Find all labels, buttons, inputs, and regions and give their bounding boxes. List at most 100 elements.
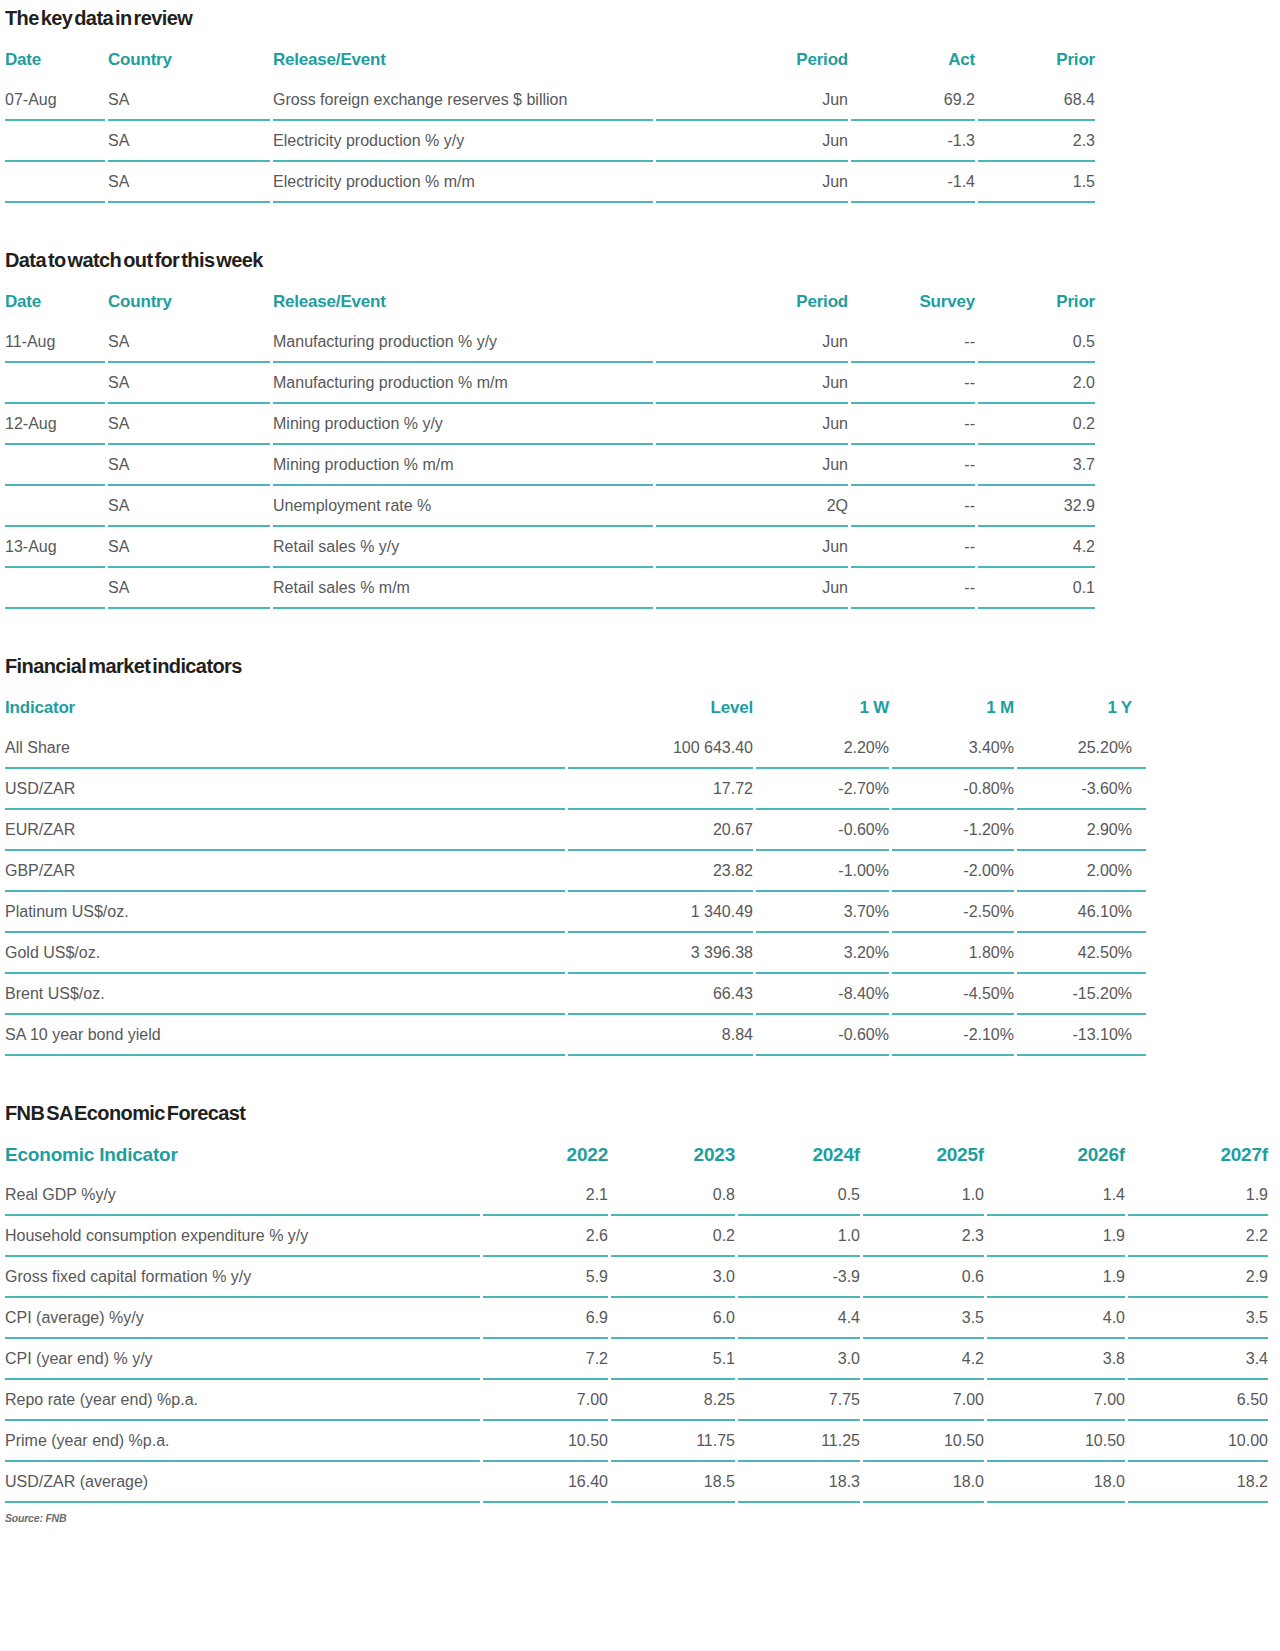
- cell: Mining production % y/y: [273, 404, 653, 445]
- table-row: 11-AugSAManufacturing production % y/yJu…: [5, 322, 1095, 363]
- cell: -13.10%: [1017, 1015, 1146, 1056]
- cell: [5, 486, 105, 527]
- cell: 20.67: [568, 810, 753, 851]
- cell: 2Q: [656, 486, 848, 527]
- column-header: Period: [656, 282, 848, 322]
- key-data-review-table: DateCountryRelease/EventPeriodActPrior 0…: [2, 40, 1098, 203]
- cell: 11.25: [738, 1421, 860, 1462]
- cell: Jun: [656, 80, 848, 121]
- cell: Jun: [656, 527, 848, 568]
- cell: 5.1: [611, 1339, 735, 1380]
- table-header: Economic Indicator202220232024f2025f2026…: [5, 1135, 1268, 1175]
- cell: 10.50: [987, 1421, 1125, 1462]
- column-header: 2025f: [863, 1135, 984, 1175]
- cell: -0.60%: [756, 810, 889, 851]
- cell: Repo rate (year end) %p.a.: [5, 1380, 480, 1421]
- cell: [5, 363, 105, 404]
- column-header: Date: [5, 40, 105, 80]
- cell: 69.2: [851, 80, 975, 121]
- column-header: Economic Indicator: [5, 1135, 480, 1175]
- cell: 42.50%: [1017, 933, 1146, 974]
- table-row: SAElectricity production % m/mJun-1.41.5: [5, 162, 1095, 203]
- column-header: Prior: [978, 40, 1095, 80]
- cell: 2.1: [483, 1175, 608, 1216]
- table-header: IndicatorLevel1 W1 M1 Y: [5, 688, 1146, 728]
- cell: 0.1: [978, 568, 1095, 609]
- cell: -15.20%: [1017, 974, 1146, 1015]
- column-header: 1 M: [892, 688, 1014, 728]
- cell: 4.0: [987, 1298, 1125, 1339]
- cell: Household consumption expenditure % y/y: [5, 1216, 480, 1257]
- cell: 0.6: [863, 1257, 984, 1298]
- cell: -2.50%: [892, 892, 1014, 933]
- table-row: 12-AugSAMining production % y/yJun--0.2: [5, 404, 1095, 445]
- cell: Gold US$/oz.: [5, 933, 565, 974]
- table-row: Real GDP %y/y2.10.80.51.01.41.9: [5, 1175, 1268, 1216]
- section-week-ahead: Data to watch out for this week DateCoun…: [5, 248, 1272, 609]
- column-header: Release/Event: [273, 282, 653, 322]
- table-row: USD/ZAR17.72-2.70%-0.80%-3.60%: [5, 769, 1146, 810]
- cell: USD/ZAR (average): [5, 1462, 480, 1503]
- cell: 0.8: [611, 1175, 735, 1216]
- cell: Platinum US$/oz.: [5, 892, 565, 933]
- cell: 1.9: [987, 1216, 1125, 1257]
- cell: -1.00%: [756, 851, 889, 892]
- cell: 18.0: [863, 1462, 984, 1503]
- cell: 0.2: [611, 1216, 735, 1257]
- cell: Gross foreign exchange reserves $ billio…: [273, 80, 653, 121]
- cell: -2.70%: [756, 769, 889, 810]
- cell: 12-Aug: [5, 404, 105, 445]
- cell: Manufacturing production % y/y: [273, 322, 653, 363]
- column-header: 2023: [611, 1135, 735, 1175]
- cell: 3.5: [863, 1298, 984, 1339]
- cell: 3.8: [987, 1339, 1125, 1380]
- cell: 1.0: [738, 1216, 860, 1257]
- cell: 3.0: [611, 1257, 735, 1298]
- header-row: IndicatorLevel1 W1 M1 Y: [5, 688, 1146, 728]
- source-note: Source: FNB: [5, 1512, 1272, 1524]
- section-title-market-indicators: Financial market indicators: [5, 654, 1272, 678]
- column-header: 2024f: [738, 1135, 860, 1175]
- header-row: Economic Indicator202220232024f2025f2026…: [5, 1135, 1268, 1175]
- cell: 1.9: [987, 1257, 1125, 1298]
- cell: [5, 445, 105, 486]
- column-header: Prior: [978, 282, 1095, 322]
- cell: 18.5: [611, 1462, 735, 1503]
- header-row: DateCountryRelease/EventPeriodSurveyPrio…: [5, 282, 1095, 322]
- column-header: Survey: [851, 282, 975, 322]
- cell: 4.2: [863, 1339, 984, 1380]
- cell: Jun: [656, 568, 848, 609]
- table-row: Prime (year end) %p.a.10.5011.7511.2510.…: [5, 1421, 1268, 1462]
- cell: Retail sales % y/y: [273, 527, 653, 568]
- cell: [5, 162, 105, 203]
- section-title-key-data: The key data in review: [5, 6, 1272, 30]
- cell: 0.2: [978, 404, 1095, 445]
- cell: 07-Aug: [5, 80, 105, 121]
- table-row: EUR/ZAR20.67-0.60%-1.20%2.90%: [5, 810, 1146, 851]
- cell: 4.4: [738, 1298, 860, 1339]
- cell: SA: [108, 404, 270, 445]
- cell: 1.0: [863, 1175, 984, 1216]
- section-economic-forecast: FNB SA Economic Forecast Economic Indica…: [5, 1101, 1272, 1503]
- header-row: DateCountryRelease/EventPeriodActPrior: [5, 40, 1095, 80]
- cell: 46.10%: [1017, 892, 1146, 933]
- cell: SA: [108, 162, 270, 203]
- cell: 17.72: [568, 769, 753, 810]
- cell: -3.9: [738, 1257, 860, 1298]
- column-header: Period: [656, 40, 848, 80]
- table-row: SAUnemployment rate %2Q--32.9: [5, 486, 1095, 527]
- cell: SA: [108, 527, 270, 568]
- cell: --: [851, 568, 975, 609]
- cell: Jun: [656, 121, 848, 162]
- table-row: Repo rate (year end) %p.a.7.008.257.757.…: [5, 1380, 1268, 1421]
- section-key-data-review: The key data in review DateCountryReleas…: [5, 6, 1272, 203]
- cell: 10.00: [1128, 1421, 1268, 1462]
- cell: 2.2: [1128, 1216, 1268, 1257]
- cell: -1.20%: [892, 810, 1014, 851]
- cell: SA: [108, 568, 270, 609]
- cell: 2.00%: [1017, 851, 1146, 892]
- cell: 100 643.40: [568, 728, 753, 769]
- table-row: GBP/ZAR23.82-1.00%-2.00%2.00%: [5, 851, 1146, 892]
- cell: 2.0: [978, 363, 1095, 404]
- cell: Jun: [656, 445, 848, 486]
